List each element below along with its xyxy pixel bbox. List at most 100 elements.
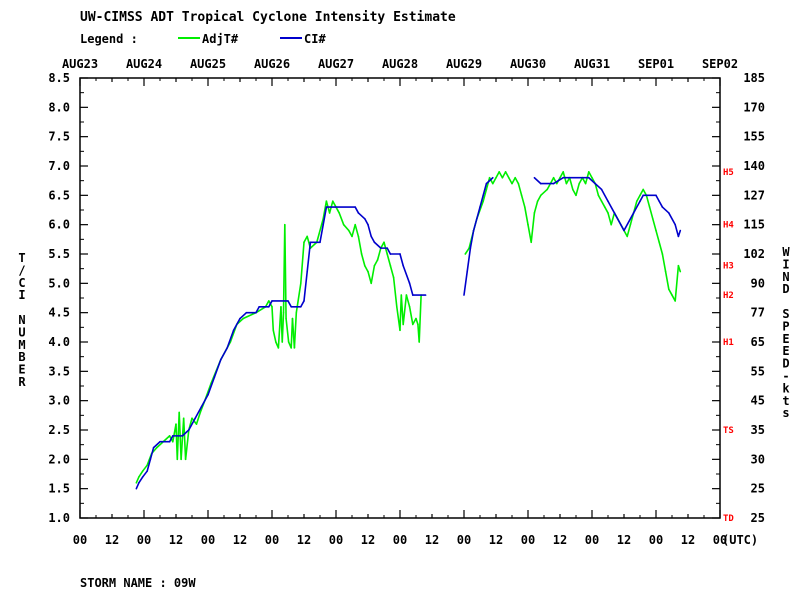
series-segment [568,176,574,191]
hour-label: 00 [457,533,471,547]
series-segment [661,206,670,214]
series-segment [357,212,366,220]
category-label: H3 [723,262,734,272]
date-label: AUG31 [574,57,610,71]
axis-title-char: - [782,369,789,383]
plot-frame [79,77,721,519]
series-segment [539,188,549,197]
series-segment [194,405,203,420]
y-tick-label: 7.0 [48,159,70,173]
series-segment [504,171,510,179]
series-segment [342,223,350,232]
date-label: AUG27 [318,57,354,71]
series-segment [658,241,664,255]
date-labels: AUG23 AUG24 AUG25 AUG26 AUG27 AUG28 AUG29 AUG30… [62,57,738,71]
wind-tick-label: 127 [743,188,765,202]
series-segment [405,294,411,308]
series-segment [677,264,682,273]
category-label: H5 [723,168,734,178]
series-segment [619,223,625,232]
axis-title-char: S [782,307,789,321]
series-segment [389,264,395,279]
axis-ticks [79,77,721,519]
legend-label-adjt: AdjT# [202,32,239,46]
series-segment [351,223,357,238]
series-segment [408,282,414,296]
series-segment [373,241,382,249]
date-label: AUG25 [190,57,226,71]
series-segment [138,470,144,478]
y-tick-label: 4.0 [48,335,70,349]
series-segment [648,206,654,220]
series-segment [370,264,376,285]
y-tick-label: 2.5 [48,423,70,437]
series-segment [655,229,661,244]
hour-label: 00 [137,533,151,547]
series-segment [363,218,369,226]
y-tick-label: 6.5 [48,188,70,202]
wind-tick-label: 155 [743,130,765,144]
series-segment [399,253,405,267]
series-segment [309,241,318,249]
series-segment [162,435,171,443]
series-segment [226,329,235,349]
axis-title-char: W [782,245,790,259]
axis-title-char: / [18,263,25,277]
series-segment [530,212,536,244]
series-segment [610,212,616,226]
series-segment [418,294,422,343]
storm-name: STORM NAME : 09W [80,576,196,590]
series-segment [667,288,673,296]
series-segment [587,176,597,185]
series-segment [479,194,485,208]
date-label: AUG24 [126,57,162,71]
series-segment [135,481,140,490]
series-segment [306,241,312,273]
series-segment [533,176,542,185]
y-tick-label: 5.0 [48,276,70,290]
hour-label: 00 [713,533,727,547]
axis-title-char: N [18,313,25,327]
series-segment [607,212,613,226]
series-segment [603,206,609,214]
legend-label-ci: CI# [304,32,326,46]
date-label: AUG29 [446,57,482,71]
series-segment [523,206,529,226]
series-segment [299,241,305,285]
y-tick-label: 6.0 [48,218,70,232]
series-segment [463,270,469,296]
series-segment [482,182,488,197]
series-segment [495,171,501,179]
series-segment [271,305,275,332]
hour-label: 12 [361,533,375,547]
series-segment [498,171,504,179]
category-label: H4 [723,221,734,231]
hour-labels: 00 12 00 12 00 12 00 12 00 12 00 12 00 12 00 12 00 12 00 12… [73,533,727,547]
axis-title-char: D [782,282,789,296]
series-segment [363,264,369,273]
wind-axis-labels: 25 25 30 35 45 55 65 77 90 102 115 127 140 155 170 185 [743,71,765,525]
date-label: SEP02 [702,57,738,71]
axis-title-char: P [782,319,789,333]
wind-tick-label: 25 [751,511,765,525]
axis-title-char: U [18,325,25,339]
hour-label: 12 [489,533,503,547]
series-segment [232,317,241,332]
series-segment [626,223,632,238]
series-segment [242,311,257,320]
series-segment [331,200,337,208]
series-segment [536,194,542,202]
series-segment [303,270,309,302]
series-segment [677,229,682,238]
series-segment [658,200,664,208]
series-segment [149,446,155,461]
axis-title-char: C [18,276,25,290]
category-label: TD [723,514,734,524]
series-segment [469,229,475,249]
hour-label: 12 [681,533,695,547]
hour-label: 12 [297,533,311,547]
series-segment [357,235,363,255]
series-segment [182,417,187,461]
series-segment [635,194,641,202]
